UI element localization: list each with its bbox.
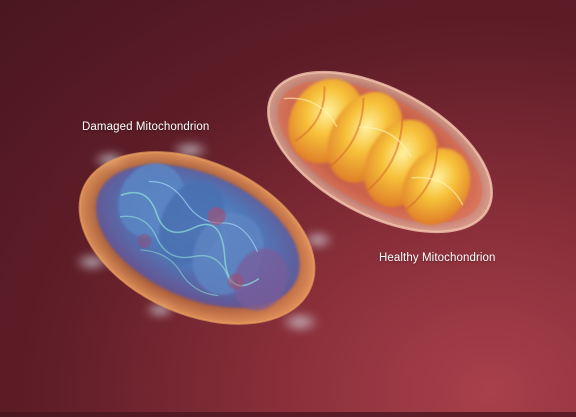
damaged-mitochondrion-label: Damaged Mitochondrion — [82, 121, 210, 133]
healthy-mitochondrion — [267, 70, 493, 234]
damaged-mitochondrion — [78, 151, 316, 325]
healthy-mitochondrion-label: Healthy Mitochondrion — [379, 252, 496, 264]
